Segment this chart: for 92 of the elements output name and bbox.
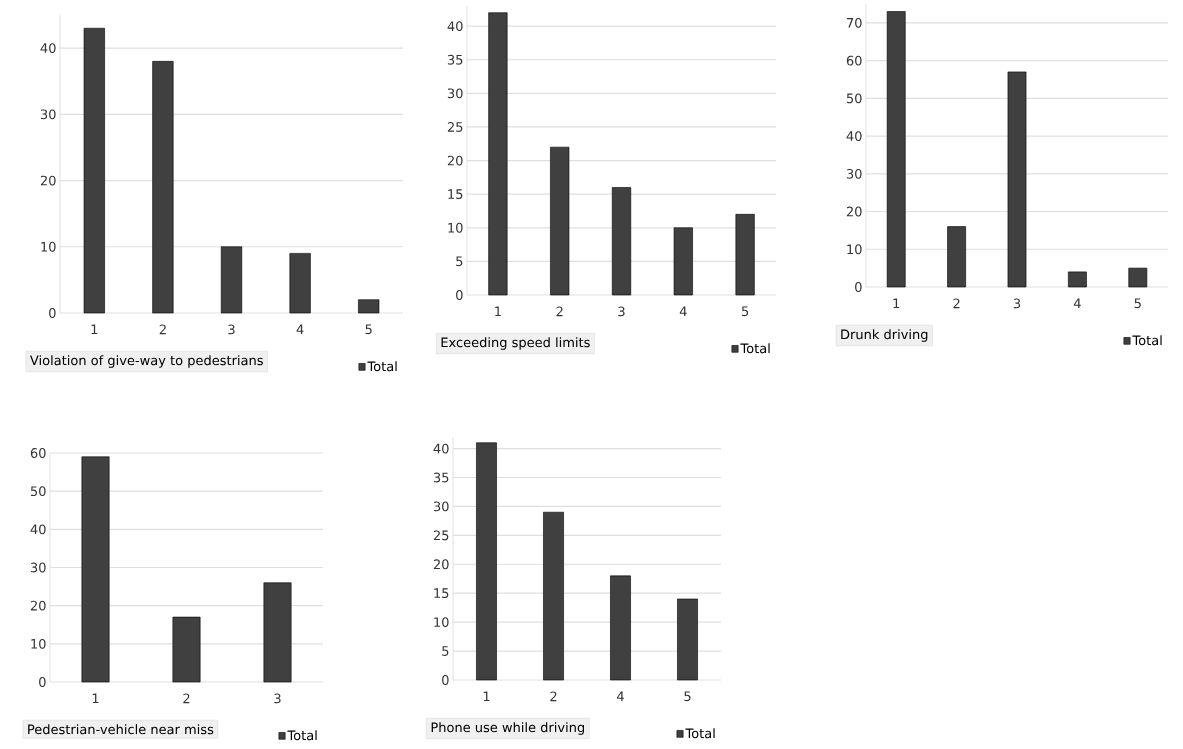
x-tick-label: 3 [1013,298,1021,309]
bar [476,442,497,681]
x-tick-label: 3 [274,693,281,704]
x-tick-label: 5 [741,306,749,317]
y-tick-label: 35 [433,472,449,483]
x-tick-label: 4 [679,306,687,316]
y-tick-label: 10 [31,638,46,649]
y-tick-label: 10 [448,222,463,233]
bar [263,582,292,683]
y-tick-label: 30 [433,501,449,512]
x-tick-label: 3 [228,324,235,335]
bar [543,511,564,681]
x-tick-label: 4 [617,691,624,701]
y-tick-label: 20 [433,559,449,570]
y-tick-label: 0 [39,677,46,687]
x-tick-label: 4 [296,324,304,334]
x-tick-label: 4 [1073,298,1081,308]
x-tick-label: 2 [953,298,960,309]
legend-label: Total [1132,335,1162,346]
bar [735,214,755,296]
legend-label: Total [685,728,715,739]
bar [1007,71,1027,288]
x-tick-label: 1 [91,324,98,334]
y-tick-label: 40 [30,524,46,535]
y-tick-label: 0 [49,308,56,318]
x-tick-label: 2 [183,693,190,704]
y-tick-label: 0 [456,290,463,300]
legend-label: Total [367,361,397,372]
y-tick-label: 20 [447,155,463,166]
bar [1128,267,1148,288]
bar [358,299,380,314]
y-tick-label: 0 [442,675,449,685]
y-tick-label: 30 [447,88,463,99]
bar [289,253,311,314]
y-tick-label: 40 [40,43,56,54]
legend-label: Total [740,343,770,354]
bar [488,12,508,296]
bar [83,27,105,314]
bar [673,227,693,296]
bar [677,598,698,681]
bar [550,146,570,296]
y-tick-label: 35 [447,54,463,65]
y-tick-label: 40 [447,21,463,32]
x-axis-title: Drunk driving [841,329,928,342]
y-tick-label: 5 [442,646,449,656]
y-tick-label: 25 [433,530,449,541]
y-tick-label: 10 [434,617,449,628]
x-axis-title: Exceeding speed limits [441,337,590,350]
bar [611,187,632,296]
y-tick-label: 60 [30,448,46,458]
bar [610,575,631,681]
y-tick-label: 20 [40,175,56,186]
x-tick-label: 3 [618,306,625,317]
y-tick-label: 5 [456,256,463,267]
y-tick-label: 70 [847,17,862,28]
x-tick-label: 2 [159,324,166,335]
y-tick-label: 20 [846,206,862,217]
y-tick-label: 30 [40,109,56,120]
x-tick-label: 1 [495,306,501,316]
y-tick-label: 15 [448,189,463,200]
bar [220,246,243,314]
legend-label: Total [287,730,317,741]
y-tick-label: 20 [30,600,46,611]
x-tick-label: 2 [550,691,557,702]
y-tick-label: 50 [846,93,862,104]
y-tick-label: 30 [846,168,862,179]
x-tick-label: 5 [1134,298,1141,309]
x-axis-title: Violation of give-way to pedestrians [30,355,263,368]
x-axis-title: Pedestrian-vehicle near miss [28,724,214,735]
y-tick-label: 25 [447,122,463,132]
x-tick-label: 5 [684,691,691,702]
x-tick-label: 1 [893,298,900,308]
x-tick-label: 1 [92,693,99,703]
x-tick-label: 5 [365,324,372,335]
bar [152,61,174,314]
y-tick-label: 10 [847,244,862,255]
bar [886,11,906,288]
y-tick-label: 60 [846,55,862,66]
y-tick-label: 40 [846,131,862,141]
y-tick-label: 40 [433,443,449,454]
bar [947,226,966,288]
y-tick-label: 50 [30,486,46,497]
bar [172,616,201,683]
x-axis-title: Phone use while driving [431,722,585,735]
y-tick-label: 0 [855,282,862,292]
bar [81,456,110,683]
x-tick-label: 1 [483,691,490,701]
y-tick-label: 15 [434,588,449,599]
bar [1068,271,1087,288]
x-tick-label: 2 [556,306,563,317]
y-tick-label: 10 [41,241,56,252]
y-tick-label: 30 [30,562,46,573]
